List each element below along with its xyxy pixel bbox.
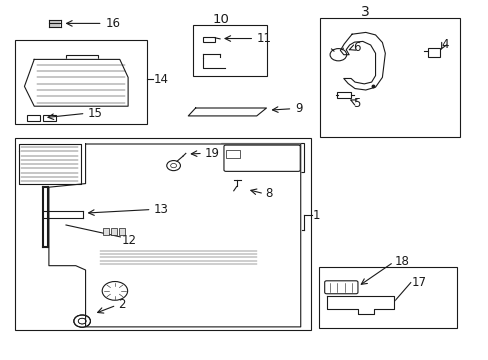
Bar: [98, 248, 259, 266]
Text: 11: 11: [256, 32, 271, 45]
Polygon shape: [188, 108, 266, 116]
Text: 12: 12: [121, 234, 136, 247]
Text: 9: 9: [294, 102, 302, 115]
Text: 17: 17: [411, 276, 426, 289]
Text: 10: 10: [212, 13, 229, 26]
Text: 13: 13: [154, 203, 168, 216]
Polygon shape: [49, 144, 300, 327]
Polygon shape: [19, 144, 81, 184]
Polygon shape: [326, 296, 393, 314]
Bar: [111, 228, 117, 235]
Bar: [193, 25, 266, 76]
Text: 19: 19: [204, 147, 219, 160]
Bar: [66, 55, 98, 62]
FancyBboxPatch shape: [224, 145, 300, 171]
Bar: [15, 138, 310, 330]
Text: 18: 18: [394, 255, 409, 268]
Text: 14: 14: [154, 73, 169, 86]
Bar: [98, 214, 183, 238]
Bar: [221, 143, 304, 172]
FancyBboxPatch shape: [324, 281, 357, 294]
Bar: [119, 228, 125, 235]
Bar: [102, 228, 108, 235]
Bar: [226, 150, 240, 158]
Text: 15: 15: [88, 107, 102, 120]
Text: 4: 4: [440, 38, 447, 51]
Text: 3: 3: [361, 5, 369, 18]
Text: 8: 8: [265, 187, 272, 200]
Text: 5: 5: [353, 97, 360, 110]
Text: 6: 6: [352, 41, 360, 54]
Text: 7: 7: [244, 147, 251, 159]
Text: 1: 1: [312, 209, 320, 222]
Text: 16: 16: [106, 17, 121, 30]
Bar: [318, 267, 456, 328]
Bar: [98, 239, 259, 247]
Text: 2: 2: [118, 298, 125, 311]
Bar: [15, 40, 146, 124]
Bar: [98, 280, 232, 314]
Polygon shape: [24, 59, 128, 106]
Bar: [320, 18, 459, 137]
